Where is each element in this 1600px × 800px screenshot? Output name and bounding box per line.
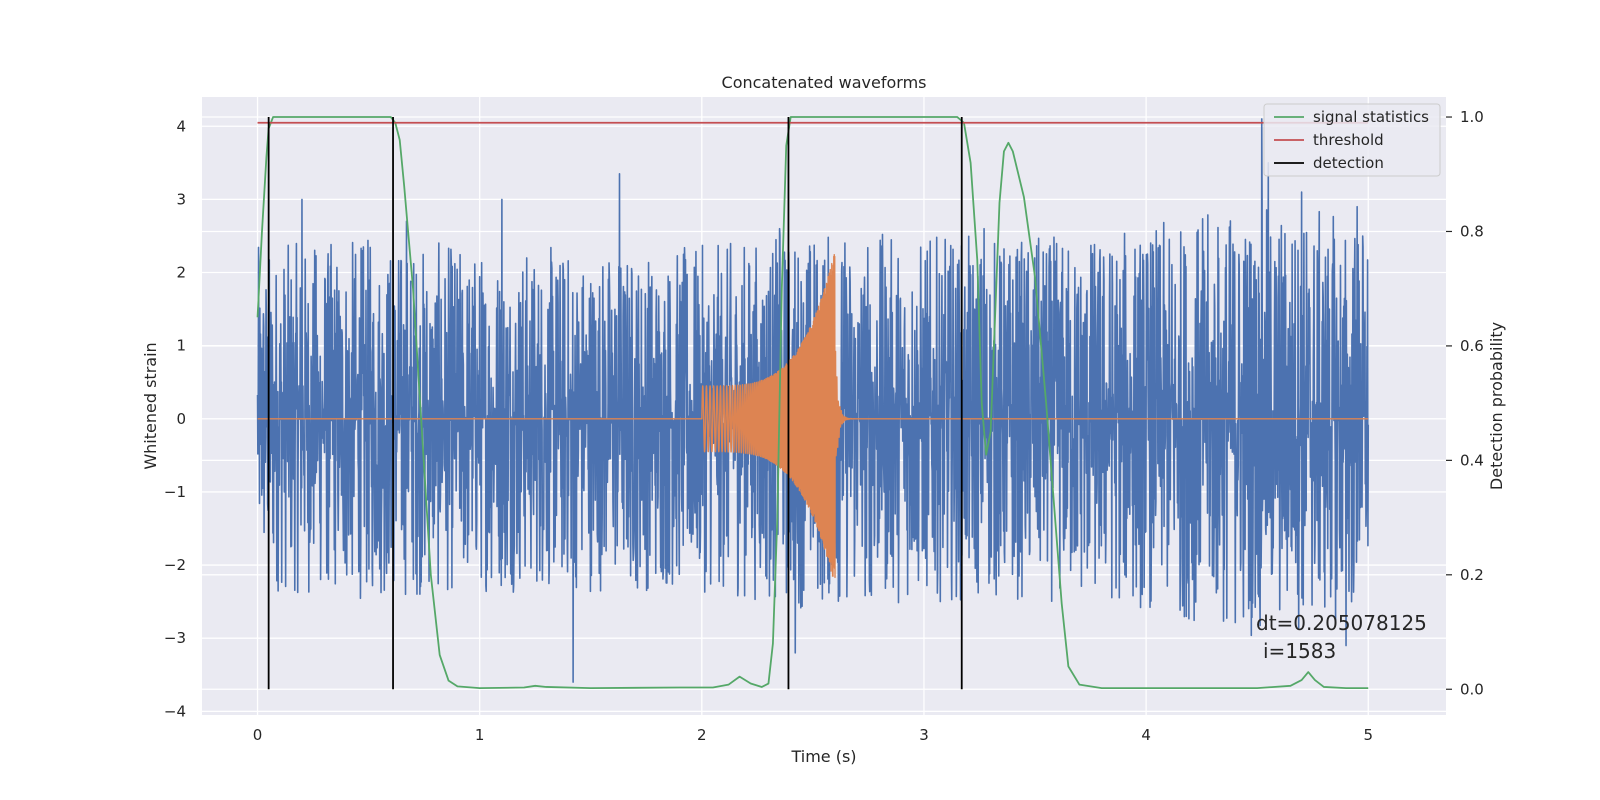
y-right-tick-label: 1.0 [1460,108,1484,126]
series-layer [256,116,1369,690]
x-tick-label: 3 [919,726,929,744]
y-left-ticks: −4 −3 −2 −1 0 1 2 3 4 [164,117,186,720]
y-right-tick-label: 0.6 [1460,337,1484,355]
y-left-tick-label: 4 [176,117,186,135]
legend-label-signal-statistics: signal statistics [1313,108,1429,126]
x-axis-label: Time (s) [790,747,856,766]
y-axis-label-left: Whitened strain [141,342,160,469]
y-left-tick-label: −1 [164,483,186,501]
y-left-tick-label: 0 [176,410,186,428]
y-right-tick-label: 0.2 [1460,566,1484,584]
chirp-trace [257,254,1369,579]
y-right-tick-label: 0.4 [1460,451,1484,469]
legend-label-threshold: threshold [1313,131,1384,149]
x-tick-label: 4 [1141,726,1151,744]
y-left-tick-label: −3 [164,629,186,647]
x-tick-label: 0 [253,726,263,744]
annotation-dt: dt=0.205078125 [1256,611,1427,635]
legend: signal statistics threshold detection [1263,103,1441,177]
signal-statistics-line [256,116,1369,690]
legend-label-detection: detection [1313,154,1384,172]
y-left-tick-label: 1 [176,337,186,355]
y-right-tick-label: 0.0 [1460,680,1484,698]
x-tick-label: 2 [697,726,707,744]
y-left-tick-label: −2 [164,556,186,574]
y-left-tick-label: 2 [176,264,186,282]
x-tick-label: 1 [475,726,485,744]
y-axis-label-right: Detection probability [1487,322,1506,490]
annotation-i: i=1583 [1263,639,1336,663]
y-right-ticks: 0.0 0.2 0.4 0.6 0.8 1.0 [1446,108,1484,698]
x-ticks: 0 1 2 3 4 5 [253,726,1373,744]
y-left-tick-label: −4 [164,702,186,720]
x-tick-label: 5 [1363,726,1373,744]
chart-title: Concatenated waveforms [722,73,927,92]
legend-box [1263,103,1441,177]
y-left-tick-label: 3 [176,190,186,208]
traces [256,116,1370,690]
y-right-tick-label: 0.8 [1460,222,1484,240]
